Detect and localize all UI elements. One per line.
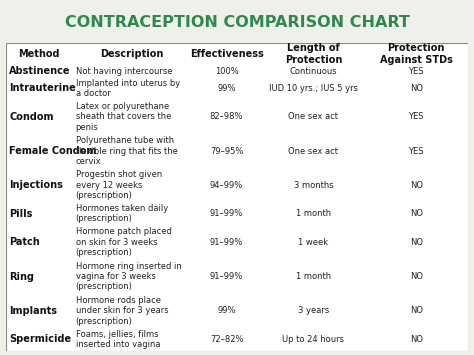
Text: 1 month: 1 month [296, 272, 331, 281]
Text: Pills: Pills [9, 209, 33, 219]
Text: Length of
Protection: Length of Protection [285, 43, 342, 65]
Text: Condom: Condom [9, 112, 54, 122]
Text: 100%: 100% [215, 67, 238, 76]
Text: Method: Method [18, 49, 60, 59]
Text: 94–99%: 94–99% [210, 181, 243, 190]
Text: YES: YES [409, 112, 424, 121]
Text: 91–99%: 91–99% [210, 209, 243, 218]
Text: 99%: 99% [218, 84, 236, 93]
Text: 99%: 99% [218, 306, 236, 315]
Text: Abstinence: Abstinence [9, 66, 71, 76]
Text: NO: NO [410, 84, 423, 93]
Text: Not having intercourse: Not having intercourse [75, 67, 172, 76]
Text: Hormone patch placed
on skin for 3 weeks
(prescription): Hormone patch placed on skin for 3 weeks… [75, 228, 172, 257]
Text: 3 years: 3 years [298, 306, 329, 315]
Text: Polyurethane tube with
flexible ring that fits the
cervix: Polyurethane tube with flexible ring tha… [75, 136, 177, 166]
Text: Effectiveness: Effectiveness [190, 49, 264, 59]
Text: 1 month: 1 month [296, 209, 331, 218]
Text: Progestin shot given
every 12 weeks
(prescription): Progestin shot given every 12 weeks (pre… [75, 170, 162, 200]
Text: IUD 10 yrs.; IUS 5 yrs: IUD 10 yrs.; IUS 5 yrs [269, 84, 358, 93]
Text: Hormone ring inserted in
vagina for 3 weeks
(prescription): Hormone ring inserted in vagina for 3 we… [75, 262, 181, 291]
Text: 1 week: 1 week [298, 238, 328, 247]
Text: Implanted into uterus by
a doctor: Implanted into uterus by a doctor [75, 78, 180, 98]
Text: One sex act: One sex act [288, 112, 338, 121]
Text: CONTRACEPTION COMPARISON CHART: CONTRACEPTION COMPARISON CHART [64, 15, 410, 30]
Text: Foams, jellies, films
inserted into vagina: Foams, jellies, films inserted into vagi… [75, 330, 160, 349]
Text: NO: NO [410, 335, 423, 344]
Text: Patch: Patch [9, 237, 40, 247]
Text: 79–95%: 79–95% [210, 147, 243, 155]
Text: Continuous: Continuous [290, 67, 337, 76]
Text: YES: YES [409, 147, 424, 155]
Text: Implants: Implants [9, 306, 57, 316]
Text: NO: NO [410, 209, 423, 218]
Text: YES: YES [409, 67, 424, 76]
Text: 82–98%: 82–98% [210, 112, 243, 121]
Text: 72–82%: 72–82% [210, 335, 243, 344]
Text: Intrauterine: Intrauterine [9, 83, 76, 93]
Text: Spermicide: Spermicide [9, 334, 72, 344]
Text: Up to 24 hours: Up to 24 hours [283, 335, 344, 344]
Text: 91–99%: 91–99% [210, 272, 243, 281]
Text: Hormones taken daily
(prescription): Hormones taken daily (prescription) [75, 204, 168, 224]
Text: NO: NO [410, 306, 423, 315]
Text: NO: NO [410, 238, 423, 247]
Text: Female Condom: Female Condom [9, 146, 97, 156]
Text: Injections: Injections [9, 180, 63, 190]
Text: 3 months: 3 months [293, 181, 333, 190]
Text: Ring: Ring [9, 272, 35, 282]
Text: 91–99%: 91–99% [210, 238, 243, 247]
Text: Hormone rods place
under skin for 3 years
(prescription): Hormone rods place under skin for 3 year… [75, 296, 168, 326]
Text: NO: NO [410, 272, 423, 281]
Text: One sex act: One sex act [288, 147, 338, 155]
Text: NO: NO [410, 181, 423, 190]
Text: Description: Description [100, 49, 164, 59]
Text: Latex or polyurethane
sheath that covers the
penis: Latex or polyurethane sheath that covers… [75, 102, 171, 132]
Text: Protection
Against STDs: Protection Against STDs [380, 43, 453, 65]
